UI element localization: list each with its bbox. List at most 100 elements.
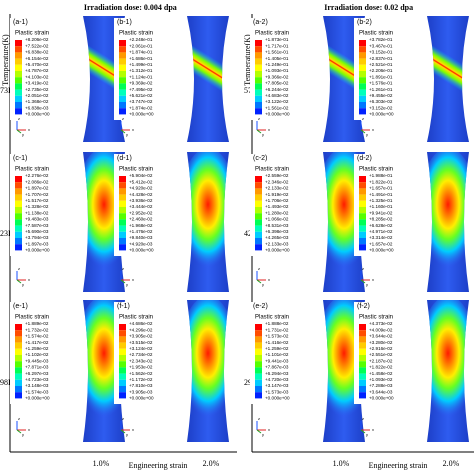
legend-swatch [15, 238, 22, 245]
legend-swatch [255, 46, 262, 53]
legend-swatch [359, 188, 366, 195]
triad-label: x [372, 277, 374, 282]
legend-swatch [119, 361, 126, 368]
legend-value: +3.280e-02 [369, 340, 393, 345]
legend-value: +7.810e-03 [129, 383, 153, 388]
legend-value: +1.874e-01 [129, 50, 153, 55]
legend-value: +2.051e-02 [25, 93, 49, 98]
legend-swatch [119, 231, 126, 238]
legend-value: +1.874e-02 [129, 105, 153, 110]
legend-value: +1.897e-03 [25, 241, 49, 246]
legend-value: +4.920e-03 [129, 241, 153, 246]
legend-value: +1.561e-02 [265, 105, 289, 110]
legend-value: +1.968e-02 [129, 223, 153, 228]
legend-swatch [255, 392, 262, 399]
legend-value: +0.000e+00 [25, 112, 50, 117]
legend-value: +4.009e-02 [369, 327, 393, 332]
panel: (f-1) Plastic strain+4.686e-02+4.296e-02 +… [114, 300, 229, 442]
legend-swatch [15, 219, 22, 226]
legend-value: +2.346e-02 [265, 179, 289, 184]
legend-swatch [359, 355, 366, 362]
legend-value: +9.941e-02 [369, 210, 393, 215]
legend: (e-2) Plastic strain+1.888e-02+1.731e-02 +… [250, 302, 316, 404]
legend: (f-1) Plastic strain+4.686e-02+4.296e-02 +… [114, 302, 180, 404]
legend-value: +3.147e-03 [265, 383, 289, 388]
legend-swatch [15, 52, 22, 59]
triad-label: y [366, 132, 368, 137]
legend-swatch [119, 213, 126, 220]
legend-value: +4.373e-02 [369, 321, 393, 326]
hot-spot [187, 300, 229, 424]
panel: (b-2) Plastic strain+3.782e-01+3.467e-01 +… [354, 16, 469, 142]
legend-swatch [119, 188, 126, 195]
legend-swatch [15, 231, 22, 238]
legend-swatch [15, 324, 22, 331]
legend-swatch [359, 213, 366, 220]
legend-swatch [119, 52, 126, 59]
triad-label: x [132, 127, 134, 132]
legend-value: +0.000e+00 [369, 396, 394, 401]
legend-title: Plastic strain [359, 31, 393, 37]
legend-swatch [15, 392, 22, 399]
x-axis-label: Engineering strain [129, 461, 188, 470]
legend-value: +3.782e-01 [369, 37, 393, 42]
legend-value: +1.889e-02 [25, 321, 49, 326]
legend-value: +3.124e-02 [129, 346, 153, 351]
legend-value: +9.483e-03 [25, 217, 49, 222]
legend-title: Plastic strain [15, 315, 49, 321]
legend-swatch [255, 355, 262, 362]
legend-swatch [119, 219, 126, 226]
legend-value: +1.574e-03 [25, 389, 49, 394]
legend-swatch [255, 324, 262, 331]
triad-label: z [362, 266, 364, 271]
legend-swatch [15, 64, 22, 71]
legend-value: +1.732e-02 [25, 327, 49, 332]
panel-label: (c-1) [13, 155, 27, 162]
legend-swatch [359, 176, 366, 183]
triad-y [120, 429, 126, 434]
legend-swatch [359, 361, 366, 368]
legend-swatch [15, 355, 22, 362]
triad-label: y [22, 132, 24, 137]
hot-spot [187, 152, 229, 274]
legend-value: +1.888e-02 [265, 321, 289, 326]
legend-title: Plastic strain [359, 315, 393, 321]
legend-value: +1.517e-02 [25, 198, 49, 203]
triad-y [360, 279, 366, 284]
triad-label: y [126, 132, 128, 137]
legend-value: +7.288e-03 [369, 383, 393, 388]
legend-value: +2.521e-01 [369, 62, 393, 67]
legend-value: +3.905e-02 [129, 334, 153, 339]
hot-spot [427, 152, 469, 274]
legend-value: +3.152e-01 [369, 50, 393, 55]
triad-label: z [18, 266, 20, 271]
legend-value: +1.405e-01 [265, 56, 289, 61]
legend-value: +6.303e-02 [369, 99, 393, 104]
legend-value: +3.444e-02 [129, 204, 153, 209]
legend-swatch [359, 52, 366, 59]
legend-swatch [359, 58, 366, 65]
legend-swatch [359, 64, 366, 71]
legend-value: +2.133e-02 [265, 186, 289, 191]
legend-value: +8.206e-02 [25, 37, 49, 42]
legend-swatch [119, 95, 126, 102]
legend-value: +1.417e-02 [25, 340, 49, 345]
legend-value: +1.686e-01 [129, 56, 153, 61]
legend-swatch [15, 336, 22, 343]
legend-swatch [119, 77, 126, 84]
triad-y [120, 279, 126, 284]
triad-label: z [258, 416, 260, 421]
legend-swatch [359, 200, 366, 207]
half-figure: Irradiation dose: 0.004 dpa 573K 423K 298K T… [0, 3, 237, 470]
legend-swatch [255, 213, 262, 220]
legend-swatch [255, 361, 262, 368]
legend-value: +2.837e-01 [369, 56, 393, 61]
legend-value: +5.470e-02 [25, 62, 49, 67]
legend-title: Plastic strain [15, 167, 49, 173]
triad-label: z [18, 116, 20, 121]
legend-value: +3.515e-02 [129, 340, 153, 345]
legend-value: +1.249e-01 [265, 62, 289, 67]
legend-value: +3.644e-02 [369, 334, 393, 339]
legend-value: +0.000e+00 [129, 112, 154, 117]
legend-swatch [119, 355, 126, 362]
